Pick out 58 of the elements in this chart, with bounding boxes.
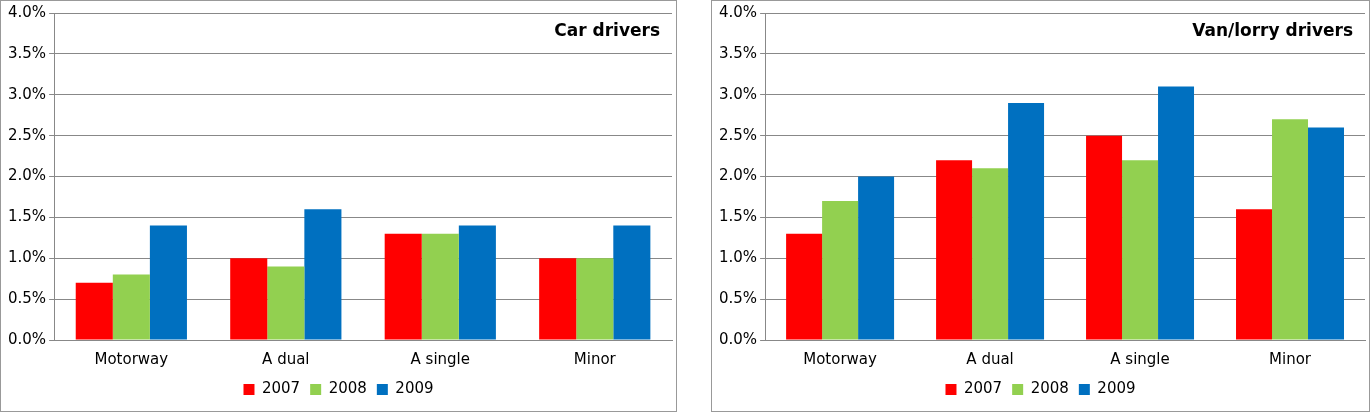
bar xyxy=(972,168,1009,340)
y-tick-label: 0.0% xyxy=(8,329,47,348)
y-tick-label: 2.0% xyxy=(8,166,47,185)
bar xyxy=(75,282,113,340)
bar xyxy=(1122,160,1159,340)
bar xyxy=(112,274,150,340)
y-tick-label: 2.0% xyxy=(719,166,758,185)
y-tick-label: 4.0% xyxy=(719,2,758,21)
x-tick-label: A single xyxy=(1110,349,1170,368)
y-tick-label: 4.0% xyxy=(8,2,47,21)
legend-label: 2009 xyxy=(395,379,434,398)
bar xyxy=(858,176,895,340)
bar xyxy=(304,209,342,340)
bar xyxy=(936,160,973,340)
y-tick-label: 3.0% xyxy=(719,84,758,103)
x-tick-label: Motorway xyxy=(803,349,878,368)
y-tick-label: 1.5% xyxy=(719,207,758,226)
bar xyxy=(539,258,577,340)
y-tick-label: 2.5% xyxy=(8,125,47,144)
y-tick-label: 1.0% xyxy=(8,248,47,267)
bar xyxy=(1086,135,1123,340)
legend-label: 2007 xyxy=(261,379,301,398)
bar xyxy=(421,233,459,340)
bar xyxy=(149,225,187,340)
bar xyxy=(576,258,614,340)
y-tick-label: 0.0% xyxy=(719,329,758,348)
bar xyxy=(786,233,823,340)
y-tick-label: 2.5% xyxy=(719,125,758,144)
legend-label: 2008 xyxy=(328,379,367,398)
bar xyxy=(822,201,859,340)
y-tick-label: 1.5% xyxy=(8,207,47,226)
x-tick-label: Motorway xyxy=(94,349,169,368)
bar xyxy=(267,266,305,340)
text: Van/lorry drivers xyxy=(1192,20,1353,41)
y-tick-label: 3.5% xyxy=(8,43,47,62)
legend-label: 2008 xyxy=(1030,379,1069,398)
legend-label: 2007 xyxy=(963,379,1003,398)
bar xyxy=(1008,102,1045,340)
x-tick-label: A dual xyxy=(966,349,1014,368)
bar xyxy=(1272,119,1309,340)
x-tick-label: Minor xyxy=(573,349,617,368)
bar xyxy=(458,225,496,340)
bar xyxy=(384,233,422,340)
y-tick-label: 1.0% xyxy=(719,248,758,267)
y-tick-label: 0.5% xyxy=(719,289,758,308)
bar xyxy=(1308,127,1344,340)
bar xyxy=(1236,209,1273,340)
x-tick-label: A single xyxy=(410,349,471,368)
legend-label: 2009 xyxy=(1097,379,1136,398)
bar xyxy=(230,258,268,340)
y-tick-label: 0.5% xyxy=(8,289,47,308)
y-tick-label: 3.5% xyxy=(719,43,758,62)
bar xyxy=(613,225,651,340)
text: Car drivers xyxy=(554,20,660,41)
x-tick-label: Minor xyxy=(1269,349,1312,368)
bar xyxy=(1158,86,1195,340)
x-tick-label: A dual xyxy=(262,349,310,368)
y-tick-label: 3.0% xyxy=(8,84,47,103)
